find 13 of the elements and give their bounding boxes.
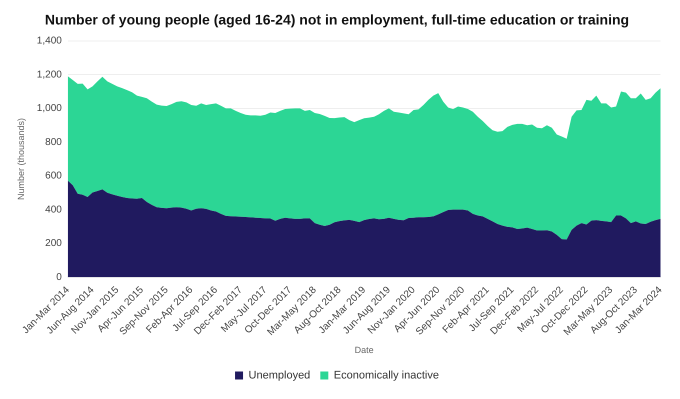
x-axis-title: Date	[354, 345, 374, 356]
y-axis-title: Number (thousands)	[16, 118, 26, 200]
y-tick-label: 600	[45, 170, 62, 182]
y-tick-label: 800	[45, 136, 62, 148]
y-tick-label: 1,200	[36, 69, 62, 80]
legend-label: Economically inactive	[334, 370, 439, 382]
chart-title: Number of young people (aged 16-24) not in employment, full-time education or training	[44, 11, 630, 28]
y-tick-label: 200	[45, 238, 62, 250]
y-tick-label: 1,400	[36, 36, 62, 47]
legend-label: Unemployed	[248, 370, 310, 382]
y-tick-label: 1,000	[36, 103, 62, 114]
y-tick-label: 0	[56, 272, 62, 283]
y-tick-label: 400	[45, 204, 62, 216]
